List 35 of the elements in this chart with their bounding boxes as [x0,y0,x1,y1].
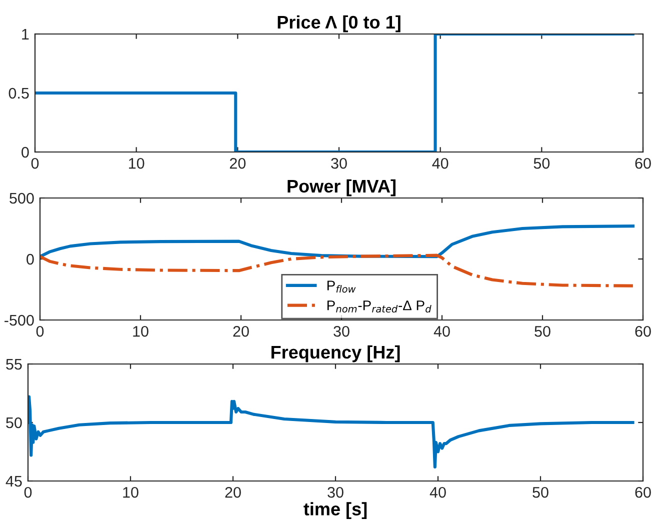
y-tick-label: 1 [22,29,29,40]
x-tick-label: 20 [233,326,249,337]
x-tick-label: 50 [532,486,548,498]
x-tick-label: 30 [331,158,347,169]
x-tick-label: 40 [430,486,446,498]
y-tick-label: 500 [10,192,34,204]
x-tick-label: 40 [432,158,448,169]
x-tick-label: 60 [635,486,651,498]
x-tick-label: 50 [534,158,550,169]
chart-title: Power [MVA] [288,179,396,196]
x-tick-label: 20 [225,486,241,498]
x-tick-label: 60 [635,326,651,337]
y-tick-label: 0 [26,254,34,265]
x-tick-label: 60 [635,158,651,169]
x-tick-label: 40 [434,326,450,337]
y-tick-label: 55 [6,359,22,370]
chart-title: Frequency [Hz] [272,345,400,362]
x-tick-label: 30 [328,486,344,498]
x-axis-title: time [s] [304,502,367,520]
chart-title: Price Λ [0 to 1] [278,15,400,32]
x-tick-label: 10 [123,486,138,498]
x-tick-label: 10 [133,326,148,337]
line-series [28,395,634,468]
x-tick-label: 30 [334,326,350,337]
legend-label: P$_{flow}$ [327,280,356,293]
y-tick-label: 0 [22,146,29,158]
y-tick-label: 50 [6,417,22,428]
x-tick-label: 10 [129,158,144,169]
x-tick-label: 20 [230,158,246,169]
y-tick-label: 0.5 [8,88,29,99]
legend-label: P$_{nom}$-P$_{rated}$-Δ P$_{d}$ [327,300,432,313]
y-tick-label: 45 [6,476,22,487]
x-tick-label: 50 [534,326,550,337]
y-tick-label: -500 [4,314,34,326]
x-tick-label: 0 [36,326,44,337]
